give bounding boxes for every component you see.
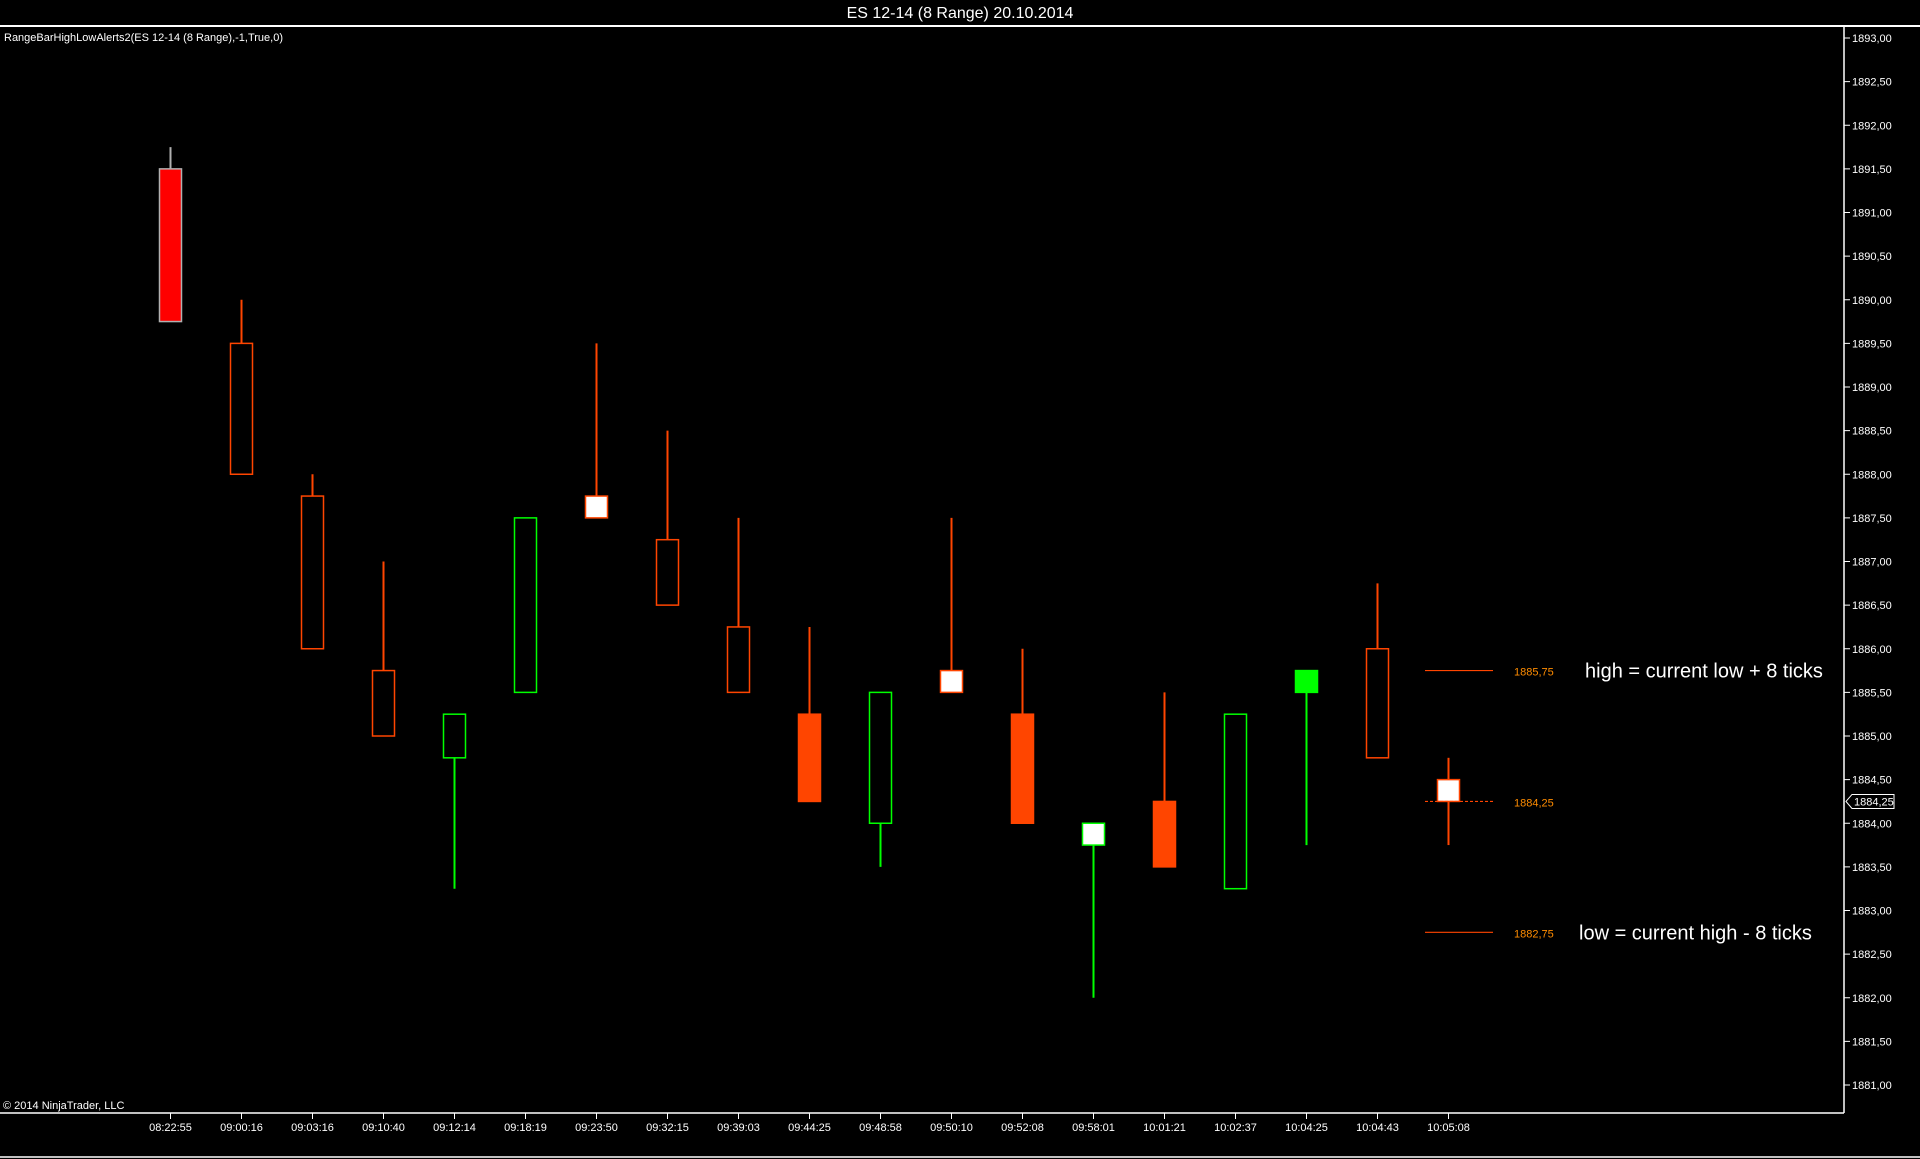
y-tick-label: 1884,50 [1852,775,1892,787]
candle-body [1436,778,1461,803]
x-tick-label: 08:22:55 [149,1122,192,1134]
level-annotation: low = current high - 8 ticks [1579,922,1812,944]
y-tick-label: 1888,00 [1852,469,1892,481]
last-price-label: 1884,25 [1854,796,1894,808]
level-label: 1885,75 [1514,667,1554,679]
x-tick-label: 09:58:01 [1072,1122,1115,1134]
level-label: 1882,75 [1514,928,1554,940]
candle-body [797,713,822,803]
x-tick-label: 09:18:19 [504,1122,547,1134]
candle-body [513,517,538,694]
x-tick-label: 09:10:40 [362,1122,405,1134]
y-tick-label: 1882,50 [1852,949,1892,961]
candle-body [584,495,609,519]
candle-body [1294,669,1319,694]
y-tick-label: 1883,00 [1852,906,1892,918]
x-tick-label: 09:03:16 [291,1122,334,1134]
y-tick-label: 1890,00 [1852,295,1892,307]
copyright-text: © 2014 NinjaTrader, LLC [3,1100,125,1112]
candle-body [1081,822,1106,846]
level-label: 1884,25 [1514,797,1554,809]
x-tick-label: 10:02:37 [1214,1122,1257,1134]
indicator-label: RangeBarHighLowAlerts2(ES 12-14 (8 Range… [4,32,284,44]
chart-title: ES 12-14 (8 Range) 20.10.2014 [0,0,1920,27]
y-tick-label: 1890,50 [1852,251,1892,263]
x-tick-label: 09:44:25 [788,1122,831,1134]
candle-body [300,495,325,650]
y-tick-label: 1892,50 [1852,77,1892,89]
y-tick-label: 1892,00 [1852,120,1892,132]
y-tick-label: 1881,50 [1852,1036,1892,1048]
y-tick-label: 1891,00 [1852,208,1892,220]
y-tick-label: 1883,50 [1852,862,1892,874]
y-tick-label: 1887,50 [1852,513,1892,525]
candle-body [655,538,680,606]
x-tick-label: 09:23:50 [575,1122,618,1134]
candle-body [868,691,893,824]
x-tick-label: 09:32:15 [646,1122,689,1134]
y-tick-label: 1886,00 [1852,644,1892,656]
x-tick-label: 09:39:03 [717,1122,760,1134]
y-tick-label: 1882,00 [1852,993,1892,1005]
x-tick-label: 10:01:21 [1143,1122,1186,1134]
candle-body [1010,713,1035,824]
x-tick-label: 09:12:14 [433,1122,476,1134]
x-tick-label: 09:52:08 [1001,1122,1044,1134]
x-tick-label: 09:48:58 [859,1122,902,1134]
candle-body [442,713,467,759]
x-tick-label: 09:00:16 [220,1122,263,1134]
y-tick-label: 1884,00 [1852,818,1892,830]
candle-body [158,168,183,323]
candle-body [1223,713,1248,890]
level-annotation: high = current low + 8 ticks [1585,661,1823,683]
x-tick-label: 10:05:08 [1427,1122,1470,1134]
y-tick-label: 1885,00 [1852,731,1892,743]
y-tick-label: 1881,00 [1852,1080,1892,1092]
candle-body [939,669,964,694]
candle-body [726,626,751,694]
y-tick-label: 1891,50 [1852,164,1892,176]
last-price-marker [1845,793,1895,809]
y-tick-label: 1888,50 [1852,426,1892,438]
y-tick-label: 1886,50 [1852,600,1892,612]
candle-body [229,342,254,475]
y-tick-label: 1893,00 [1852,33,1892,45]
x-tick-label: 10:04:25 [1285,1122,1328,1134]
candle-body [371,669,396,737]
candle-body [1152,800,1177,868]
y-tick-label: 1887,00 [1852,557,1892,569]
y-tick-label: 1889,50 [1852,338,1892,350]
y-tick-label: 1889,00 [1852,382,1892,394]
x-tick-label: 10:04:43 [1356,1122,1399,1134]
candle-body [1365,648,1390,759]
x-tick-label: 09:50:10 [930,1122,973,1134]
y-tick-label: 1885,50 [1852,687,1892,699]
